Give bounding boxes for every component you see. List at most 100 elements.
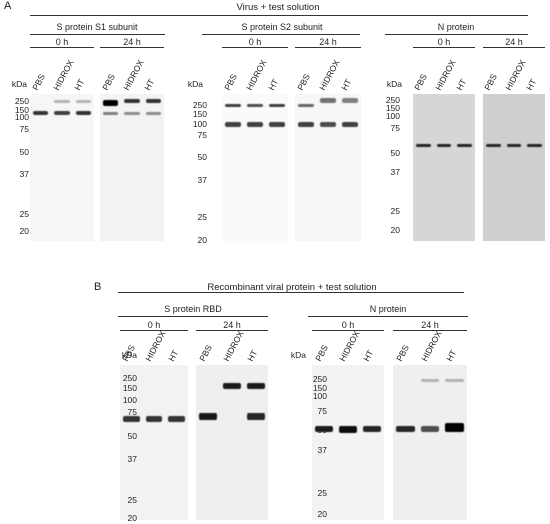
- protein-band: [420, 378, 440, 382]
- lane-label: PBS: [482, 72, 500, 92]
- lane-label: PBS: [313, 343, 330, 363]
- molecular-weight-marker: 100: [14, 112, 29, 122]
- time-point-label: 24 h: [319, 37, 337, 47]
- protein-band: [445, 422, 464, 432]
- protein-band: [223, 383, 241, 389]
- lane-label: HT: [142, 77, 157, 92]
- molecular-weight-marker: 20: [390, 225, 400, 235]
- time-point-label: 24 h: [505, 37, 523, 47]
- protein-band: [103, 100, 119, 106]
- molecular-weight-marker: 150: [312, 383, 327, 393]
- lane-label: HT: [361, 348, 376, 363]
- protein-band: [486, 143, 501, 147]
- blot-membrane: [312, 365, 384, 520]
- protein-band: [124, 99, 140, 103]
- lane-label: PBS: [99, 72, 117, 92]
- protein-band: [320, 97, 336, 103]
- molecular-weight-marker: 250: [385, 95, 400, 105]
- protein-band: [103, 111, 119, 115]
- lane-label: HT: [339, 77, 354, 92]
- protein-band: [54, 111, 70, 115]
- protein-band: [145, 99, 161, 103]
- molecular-weight-marker: 75: [197, 130, 207, 140]
- panel-title: Recombinant viral protein + test solutio…: [207, 282, 377, 293]
- molecular-weight-marker: 50: [127, 431, 137, 441]
- molecular-weight-marker: 100: [385, 111, 400, 121]
- blot-membrane: [222, 94, 288, 241]
- time-point-label: 24 h: [123, 37, 141, 47]
- protein-band: [339, 425, 357, 433]
- molecular-weight-marker: 20: [317, 509, 327, 519]
- protein-band: [269, 121, 285, 127]
- panel-title-rule: [118, 292, 464, 293]
- panel-title: Virus + test solution: [236, 2, 320, 13]
- time-point-label: 24 h: [421, 320, 439, 330]
- lane-label: HIDROX: [419, 329, 444, 363]
- protein-band: [342, 97, 358, 103]
- protein-band: [298, 103, 314, 107]
- lane-label: PBS: [29, 72, 47, 92]
- molecular-weight-marker: 100: [122, 395, 137, 405]
- blot-title-rule: [202, 34, 360, 35]
- protein-band: [247, 121, 263, 127]
- molecular-weight-marker: 20: [19, 226, 29, 236]
- molecular-weight-marker: 25: [127, 495, 137, 505]
- molecular-weight-marker: 150: [385, 103, 400, 113]
- molecular-weight-marker: 100: [192, 119, 207, 129]
- protein-band: [54, 99, 70, 103]
- lane-label: HT: [72, 77, 87, 92]
- blot-membrane: [196, 365, 268, 520]
- molecular-weight-marker: 75: [19, 124, 29, 134]
- protein-band: [457, 143, 472, 147]
- blot-title: S protein RBD: [164, 304, 222, 314]
- molecular-weight-marker: 100: [312, 391, 327, 401]
- protein-band: [315, 426, 333, 432]
- protein-band: [168, 416, 185, 422]
- blot-title: S protein S2 subunit: [241, 22, 323, 32]
- protein-band: [225, 121, 241, 127]
- lane-label: HT: [453, 77, 468, 92]
- protein-band: [225, 103, 241, 107]
- lane-label: HT: [523, 77, 538, 92]
- blot-title-rule: [308, 316, 468, 317]
- lane-label: HIDROX: [337, 329, 362, 363]
- time-point-label: 0 h: [437, 37, 451, 47]
- panel-title-rule: [30, 15, 528, 16]
- protein-band: [145, 111, 161, 115]
- protein-band: [445, 378, 464, 382]
- kda-label: kDa: [121, 350, 137, 360]
- molecular-weight-marker: 25: [317, 488, 327, 498]
- molecular-weight-marker: 50: [197, 152, 207, 162]
- blot-membrane: [295, 94, 361, 241]
- time-point-label: 0 h: [55, 37, 69, 47]
- blot-title: S protein S1 subunit: [56, 22, 138, 32]
- molecular-weight-marker: 50: [19, 147, 29, 157]
- kda-label: kDa: [187, 79, 203, 89]
- blot-title-rule: [385, 34, 528, 35]
- blot-membrane: [120, 365, 188, 520]
- protein-band: [396, 426, 415, 432]
- protein-band: [75, 99, 91, 103]
- lane-label: PBS: [197, 343, 214, 363]
- lane-label: PBS: [295, 72, 312, 92]
- molecular-weight-marker: 250: [122, 373, 137, 383]
- molecular-weight-marker: 250: [312, 374, 327, 384]
- lane-label: HIDROX: [221, 329, 246, 363]
- blot-membrane: [100, 94, 164, 241]
- blot-membrane: [393, 365, 467, 520]
- protein-band: [145, 416, 163, 422]
- time-point-label: 0 h: [147, 320, 161, 330]
- molecular-weight-marker: 75: [127, 407, 137, 417]
- molecular-weight-marker: 75: [390, 123, 400, 133]
- time-point-rule: [413, 47, 475, 48]
- time-point-rule: [222, 47, 288, 48]
- molecular-weight-marker: 50: [317, 425, 327, 435]
- time-point-rule: [196, 330, 268, 331]
- blot-membrane: [30, 94, 94, 241]
- protein-band: [420, 426, 440, 432]
- lane-label: HT: [245, 348, 260, 363]
- molecular-weight-marker: 250: [14, 96, 29, 106]
- molecular-weight-marker: 25: [197, 212, 207, 222]
- molecular-weight-marker: 37: [127, 454, 137, 464]
